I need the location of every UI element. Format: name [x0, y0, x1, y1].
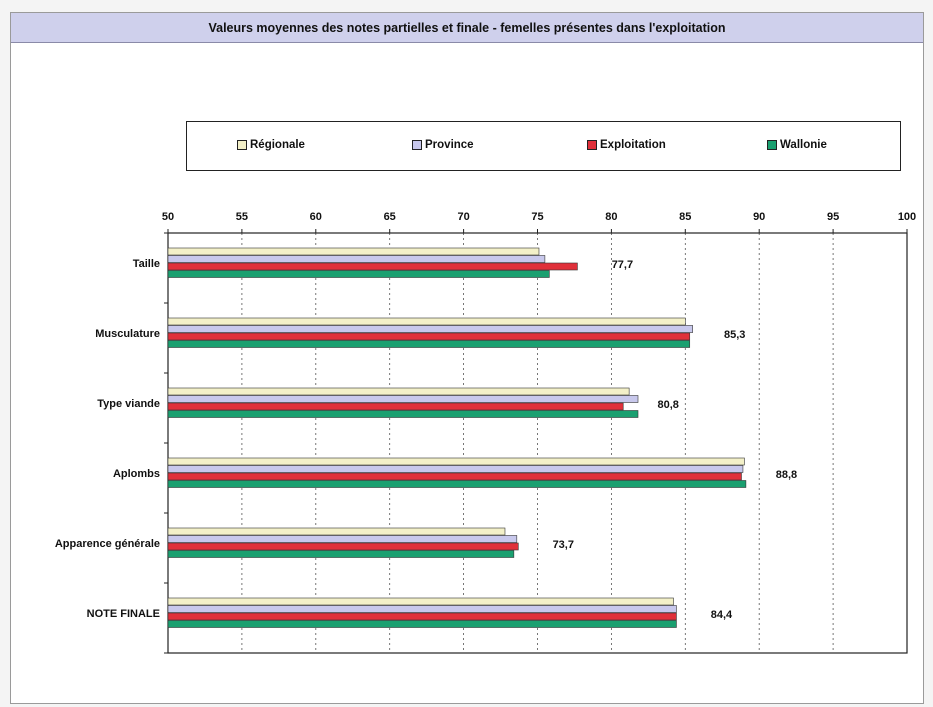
bar	[167, 317, 686, 326]
bar	[167, 527, 506, 536]
chart-title: Valeurs moyennes des notes partielles et…	[11, 13, 923, 43]
x-tick-label: 70	[457, 211, 469, 223]
bar	[167, 255, 546, 263]
bar	[167, 340, 691, 348]
x-tick-label: 50	[162, 211, 174, 223]
bar	[167, 535, 518, 543]
legend-swatch-province	[412, 140, 422, 150]
category-label: Aplombs	[113, 468, 160, 480]
bar	[167, 325, 693, 333]
category-label: NOTE FINALE	[87, 608, 160, 620]
bar	[167, 270, 550, 278]
bar	[167, 395, 639, 403]
legend-item-province: Province	[412, 139, 474, 151]
x-tick-label: 80	[605, 211, 617, 223]
data-label: 85,3	[724, 329, 745, 341]
legend-item-wallonie: Wallonie	[767, 139, 827, 151]
x-tick-label: 75	[531, 211, 543, 223]
x-tick-label: 60	[310, 211, 322, 223]
x-tick-label: 65	[384, 211, 396, 223]
data-label: 84,4	[711, 609, 733, 621]
x-tick-label: 90	[753, 211, 765, 223]
bar	[167, 605, 677, 613]
legend-swatch-regionale	[237, 140, 247, 150]
bar	[167, 550, 515, 558]
category-label: Type viande	[97, 398, 160, 410]
legend-swatch-wallonie	[767, 140, 777, 150]
bar	[167, 620, 677, 628]
bar	[167, 472, 742, 481]
x-tick-label: 100	[898, 211, 916, 223]
category-label: Musculature	[95, 328, 160, 340]
bar	[167, 332, 691, 341]
data-label: 88,8	[776, 469, 797, 481]
bar	[167, 262, 578, 271]
x-tick-label: 85	[679, 211, 691, 223]
bar	[167, 410, 639, 418]
bar	[167, 247, 540, 256]
bar	[167, 465, 744, 473]
bar	[167, 402, 624, 411]
bar	[167, 457, 745, 466]
category-label: Apparence générale	[55, 538, 160, 550]
chart-legend: Régionale Province Exploitation Wallonie	[186, 121, 901, 171]
bar-chart: 50 55 60 65 70 75 80 85 90 95 100 Taille 77,7 Muscula…	[55, 211, 916, 654]
x-tick-label: 55	[236, 211, 248, 223]
legend-label-exploitation: Exploitation	[600, 139, 666, 151]
data-label: 80,8	[658, 399, 679, 411]
bar	[167, 387, 630, 396]
chart-frame: Valeurs moyennes des notes partielles et…	[10, 12, 924, 704]
x-tick-label: 95	[827, 211, 839, 223]
legend-label-regionale: Régionale	[250, 139, 305, 151]
category-label: Taille	[133, 258, 160, 270]
data-label: 77,7	[612, 259, 633, 271]
legend-label-province: Province	[425, 139, 474, 151]
legend-item-regionale: Régionale	[237, 139, 305, 151]
data-label: 73,7	[553, 539, 574, 551]
bar	[167, 480, 747, 488]
bar	[167, 542, 519, 551]
legend-label-wallonie: Wallonie	[780, 139, 827, 151]
legend-swatch-exploitation	[587, 140, 597, 150]
bar	[167, 612, 677, 621]
bar	[167, 597, 674, 606]
legend-item-exploitation: Exploitation	[587, 139, 666, 151]
